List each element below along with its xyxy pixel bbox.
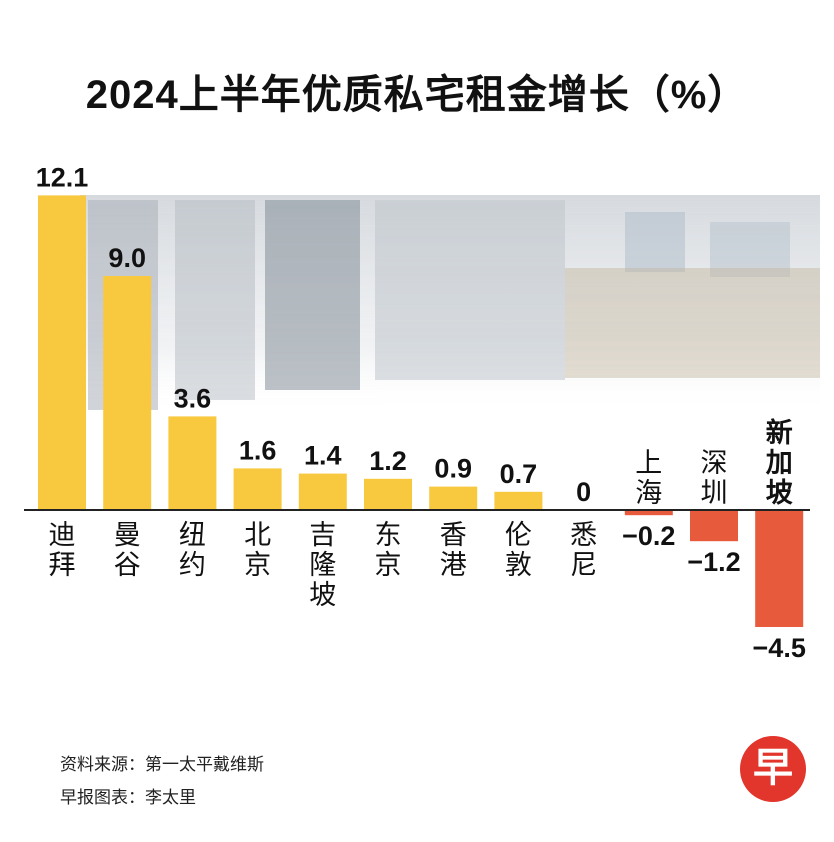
mall-building [565, 268, 820, 378]
value-label-4: 1.4 [304, 441, 342, 471]
tower-2 [175, 200, 255, 400]
value-label-3: 1.6 [239, 435, 277, 465]
bar-2 [168, 416, 217, 510]
value-label-5: 1.2 [369, 446, 407, 476]
value-label-7: 0.7 [500, 459, 538, 489]
category-label-7: 伦敦 [505, 520, 532, 580]
bar-6 [429, 486, 478, 510]
value-label-6: 0.9 [434, 454, 472, 484]
chart-title: 2024上半年优质私宅租金增长（%） [85, 73, 749, 117]
value-label-1: 9.0 [108, 243, 146, 273]
tower-4 [375, 200, 565, 380]
bar-5 [364, 478, 412, 510]
bar-11 [755, 510, 804, 627]
bars-group: 12.1 迪拜 9.0 曼谷 3.6 纽约 1.6 北京 1.4 吉隆坡 1.2 东京 0.9 香港 0.7… [36, 162, 806, 663]
value-label-9: −0.2 [622, 521, 675, 551]
value-label-11: −4.5 [753, 633, 806, 663]
category-label-9: 上海 [635, 448, 662, 508]
value-label-0: 12.1 [36, 162, 89, 192]
credit-note: 早报图表：李太里 [60, 788, 196, 807]
category-label-10: 深圳 [701, 448, 728, 508]
value-label-8: 0 [576, 477, 591, 507]
zaobao-logo: 早 [740, 736, 806, 802]
bar-chart: 12.1 迪拜 9.0 曼谷 3.6 纽约 1.6 北京 1.4 吉隆坡 1.2 东京 0.9 香港 0.7… [24, 162, 820, 663]
tower-5 [625, 212, 685, 272]
category-label-0: 迪拜 [49, 520, 76, 580]
bar-1 [103, 276, 152, 510]
category-label-8: 悉尼 [570, 520, 597, 580]
category-label-11: 新加坡 [766, 417, 793, 508]
bar-3 [233, 468, 282, 510]
category-label-5: 东京 [375, 520, 402, 580]
category-label-3: 北京 [244, 520, 271, 580]
skyline-haze [80, 195, 820, 415]
category-label-1: 曼谷 [114, 520, 141, 580]
source-note: 资料来源：第一太平戴维斯 [60, 755, 264, 774]
tower-6 [710, 222, 790, 277]
category-label-6: 香港 [440, 520, 467, 580]
category-label-2: 纽约 [179, 520, 206, 580]
tower-3 [265, 200, 360, 390]
value-label-10: −1.2 [687, 547, 740, 577]
bar-4 [298, 473, 347, 510]
bar-10 [690, 510, 738, 542]
category-label-4: 吉隆坡 [309, 520, 336, 610]
bar-9 [624, 510, 673, 516]
value-label-2: 3.6 [174, 383, 212, 413]
bar-7 [494, 491, 543, 510]
skyline-backdrop [80, 195, 820, 415]
footer: 资料来源：第一太平戴维斯 早报图表：李太里 [60, 748, 264, 814]
bar-0 [38, 195, 86, 510]
